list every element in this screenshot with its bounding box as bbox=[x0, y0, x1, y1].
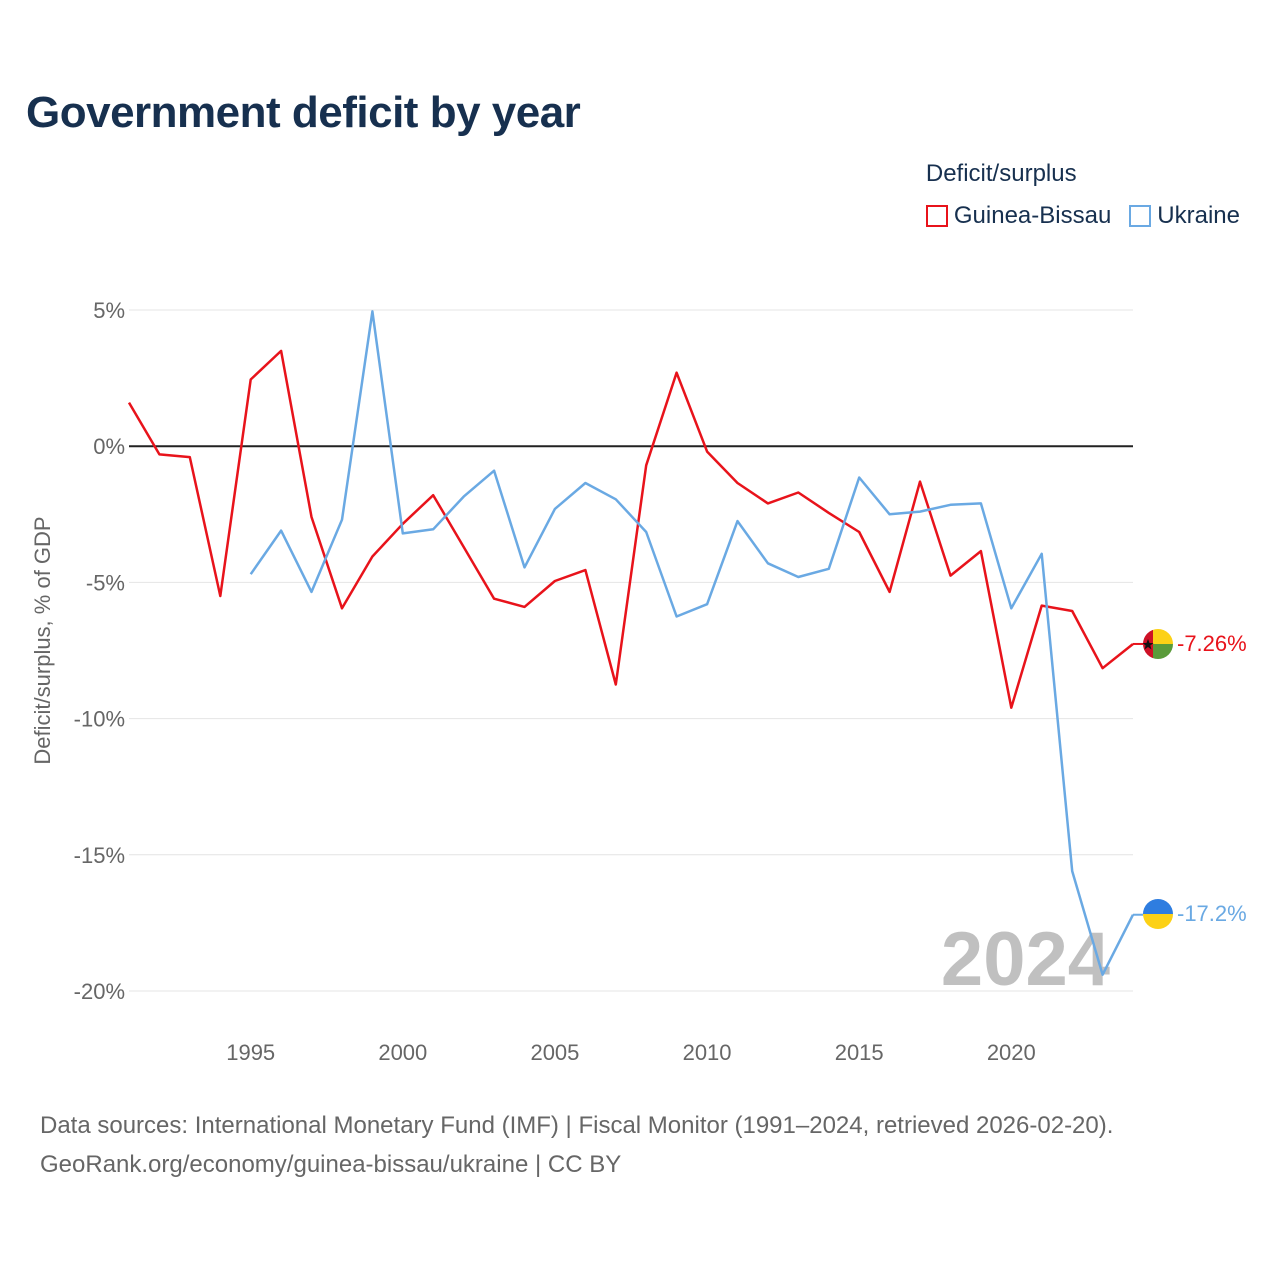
legend-swatch-guinea-bissau bbox=[925, 205, 948, 227]
x-tick-label: 1995 bbox=[226, 1040, 275, 1065]
legend-label-ukraine: Ukraine bbox=[1157, 202, 1240, 229]
y-tick-label: -15% bbox=[74, 843, 125, 868]
legend-label-guinea-bissau: Guinea-Bissau bbox=[953, 202, 1112, 229]
x-tick-label: 2020 bbox=[987, 1040, 1036, 1065]
legend: Deficit/surplus Guinea-Bissau Ukraine bbox=[925, 160, 1240, 230]
series-line-guinea-bissau[interactable] bbox=[127, 349, 1134, 709]
x-tick-label: 2005 bbox=[530, 1040, 579, 1065]
y-axis-label: Deficit/surplus, % of GDP bbox=[30, 516, 55, 764]
guinea-bissau-end-label: -7.26% bbox=[1177, 631, 1247, 656]
legend-item-guinea-bissau[interactable]: Guinea-Bissau bbox=[925, 202, 1112, 230]
x-tick-label: 2015 bbox=[835, 1040, 884, 1065]
chart-title: Government deficit by year bbox=[26, 88, 581, 137]
data-sources: Data sources: International Monetary Fun… bbox=[40, 1112, 1114, 1139]
legend-swatch-ukraine bbox=[1129, 205, 1152, 227]
y-tick-label: -5% bbox=[86, 570, 125, 595]
y-tick-label: -20% bbox=[74, 979, 125, 1004]
year-watermark: 2024 bbox=[941, 917, 1110, 1002]
y-tick-label: 0% bbox=[93, 434, 125, 459]
y-tick-label: 5% bbox=[93, 298, 125, 323]
legend-title: Deficit/surplus bbox=[925, 160, 1077, 187]
series-line-ukraine[interactable] bbox=[249, 310, 1135, 976]
y-tick-label: -10% bbox=[74, 707, 125, 732]
legend-item-ukraine[interactable]: Ukraine bbox=[1129, 202, 1240, 230]
guinea-bissau-flag-icon bbox=[1142, 629, 1173, 659]
source-link[interactable]: GeoRank.org/economy/guinea-bissau/ukrain… bbox=[40, 1151, 622, 1178]
x-tick-label: 2000 bbox=[378, 1040, 427, 1065]
footer: Data sources: International Monetary Fun… bbox=[40, 1106, 1113, 1184]
ukraine-flag-icon bbox=[1143, 899, 1173, 929]
ukraine-end-label: -17.2% bbox=[1177, 901, 1247, 926]
x-tick-label: 2010 bbox=[683, 1040, 732, 1065]
